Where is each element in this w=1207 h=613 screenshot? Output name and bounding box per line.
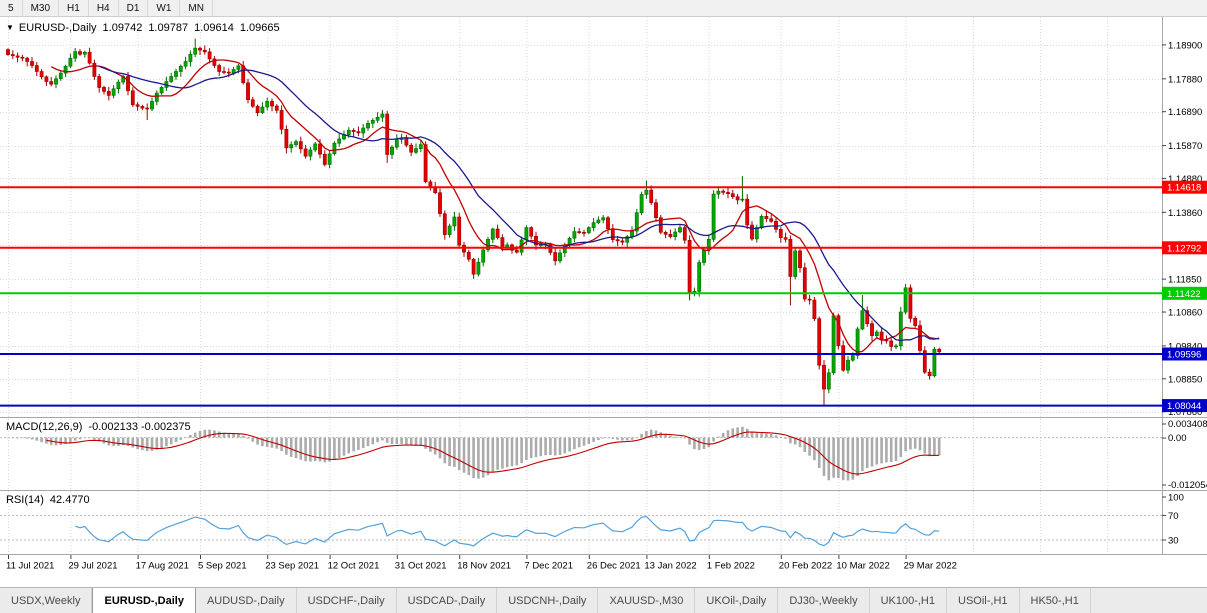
price-axis[interactable]: 1.18900 1.17880 1.16890 1.15870 1.14880 1.138… bbox=[1162, 40, 1207, 547]
macd-values: -0.002133 -0.002375 bbox=[88, 421, 191, 433]
rsi-value: 42.4770 bbox=[49, 494, 90, 506]
macd-indicator-title: MACD(12,26,9) -0.002133 -0.002375 bbox=[6, 421, 191, 433]
price-axis-label: 1.16890 bbox=[1168, 107, 1202, 118]
timeframe-button-mn[interactable]: MN bbox=[180, 0, 213, 16]
price-tag-label: 1.11422 bbox=[1167, 289, 1201, 300]
time-axis-label: 18 Nov 2021 bbox=[457, 561, 511, 572]
macd-axis-label: 0.00 bbox=[1168, 433, 1187, 444]
tab-dj30-weekly[interactable]: DJ30-,Weekly bbox=[778, 588, 870, 613]
timeframe-button-h1[interactable]: H1 bbox=[59, 0, 89, 16]
tab-eurusd-daily[interactable]: EURUSD-,Daily bbox=[92, 588, 196, 613]
price-tag bbox=[1162, 180, 1207, 194]
price-tag-label: 1.14618 bbox=[1167, 183, 1201, 194]
tab-uk100-h1[interactable]: UK100-,H1 bbox=[870, 588, 947, 613]
time-axis-label: 5 Sep 2021 bbox=[198, 561, 247, 572]
macd-axis-label: 0.003408 bbox=[1168, 419, 1207, 430]
time-axis-label: 7 Dec 2021 bbox=[524, 561, 573, 572]
tab-usdchf-daily[interactable]: USDCHF-,Daily bbox=[297, 588, 397, 613]
rsi-indicator-title: RSI(14) 42.4770 bbox=[6, 494, 90, 506]
ma-slow-line bbox=[98, 65, 940, 342]
time-axis-label: 11 Jul 2021 bbox=[6, 561, 54, 572]
ohlc-open: 1.09742 bbox=[102, 22, 143, 34]
price-axis-label: 1.17880 bbox=[1168, 74, 1202, 85]
tab-usdcnh-daily[interactable]: USDCNH-,Daily bbox=[497, 588, 599, 613]
timeframe-button-5[interactable]: 5 bbox=[0, 0, 23, 16]
macd-signal-line bbox=[46, 431, 940, 475]
price-tag-label: 1.12792 bbox=[1167, 243, 1201, 254]
rsi-axis-label: 70 bbox=[1168, 511, 1179, 522]
price-tag bbox=[1162, 399, 1207, 413]
price-tag bbox=[1162, 347, 1207, 361]
tab-ukoil-daily[interactable]: UKOil-,Daily bbox=[695, 588, 779, 613]
rsi-axis-label: 100 bbox=[1168, 493, 1184, 504]
ohlc-low: 1.09614 bbox=[194, 22, 234, 34]
timeframe-button-d1[interactable]: D1 bbox=[119, 0, 149, 16]
macd-label: MACD(12,26,9) bbox=[6, 421, 83, 433]
macd-axis-label: -0.012054 bbox=[1168, 480, 1207, 491]
timeframe-button-h4[interactable]: H4 bbox=[89, 0, 119, 16]
timeframe-toolbar: 5 M30 H1 H4 D1 W1 MN bbox=[0, 0, 1207, 17]
time-axis-label: 26 Dec 2021 bbox=[587, 561, 641, 572]
price-tag-label: 1.08044 bbox=[1167, 401, 1201, 412]
price-axis-label: 1.07860 bbox=[1168, 407, 1202, 418]
price-tag bbox=[1162, 286, 1207, 300]
ma-fast-line bbox=[50, 59, 940, 353]
price-levels bbox=[0, 186, 1162, 407]
timeframe-button-w1[interactable]: W1 bbox=[148, 0, 181, 16]
tab-usdx-weekly[interactable]: USDX,Weekly bbox=[0, 588, 93, 613]
tab-hk50-h1[interactable]: HK50-,H1 bbox=[1020, 588, 1091, 613]
price-tag bbox=[1162, 241, 1207, 255]
price-axis-label: 1.11850 bbox=[1168, 275, 1202, 286]
price-axis-label: 1.09840 bbox=[1168, 341, 1202, 352]
time-axis-label: 29 Mar 2022 bbox=[904, 561, 957, 572]
time-axis-label: 23 Sep 2021 bbox=[265, 561, 319, 572]
time-axis-label: 13 Jan 2022 bbox=[644, 561, 696, 572]
ohlc-high: 1.09787 bbox=[148, 22, 189, 34]
rsi-axis-label: 30 bbox=[1168, 536, 1179, 547]
tab-usdcad-daily[interactable]: USDCAD-,Daily bbox=[397, 588, 498, 613]
chart-title: ▼ EURUSD-,Daily 1.09742 1.09787 1.09614 1.096… bbox=[6, 22, 280, 34]
time-axis-label: 31 Oct 2021 bbox=[395, 561, 447, 572]
tab-audusd-daily[interactable]: AUDUSD-,Daily bbox=[196, 588, 297, 613]
time-axis-label: 29 Jul 2021 bbox=[68, 561, 117, 572]
rsi-line bbox=[75, 515, 940, 547]
time-axis[interactable]: 11 Jul 2021 29 Jul 2021 17 Aug 2021 5 Sep 2… bbox=[6, 555, 957, 572]
timeframe-button-m30[interactable]: M30 bbox=[23, 0, 60, 16]
tab-usoil-h1[interactable]: USOil-,H1 bbox=[947, 588, 1020, 613]
price-axis-label: 1.18900 bbox=[1168, 40, 1202, 51]
chart-dropdown-icon[interactable]: ▼ bbox=[6, 23, 14, 32]
chart-tab-bar: USDX,Weekly EURUSD-,Daily AUDUSD-,Daily USD… bbox=[0, 587, 1207, 613]
time-axis-label: 20 Feb 2022 bbox=[779, 561, 832, 572]
chart-background bbox=[0, 17, 1207, 587]
rsi-label: RSI(14) bbox=[6, 494, 44, 506]
price-axis-label: 1.13860 bbox=[1168, 208, 1202, 219]
ohlc-close: 1.09665 bbox=[239, 22, 280, 34]
chart-symbol-label: EURUSD-,Daily bbox=[18, 22, 97, 34]
time-axis-label: 10 Mar 2022 bbox=[836, 561, 889, 572]
chart-canvas[interactable]: 1.18900 1.17880 1.16890 1.15870 1.14880 1.138… bbox=[0, 17, 1207, 587]
price-axis-label: 1.14880 bbox=[1168, 174, 1202, 185]
price-axis-label: 1.15870 bbox=[1168, 141, 1202, 152]
price-axis-label: 1.10860 bbox=[1168, 308, 1202, 319]
price-axis-label: 1.08850 bbox=[1168, 374, 1202, 385]
time-axis-label: 12 Oct 2021 bbox=[328, 561, 380, 572]
time-axis-label: 1 Feb 2022 bbox=[707, 561, 755, 572]
chart-area: 1.18900 1.17880 1.16890 1.15870 1.14880 1.138… bbox=[0, 17, 1207, 587]
price-tag-label: 1.09596 bbox=[1167, 350, 1201, 361]
time-axis-label: 17 Aug 2021 bbox=[136, 561, 189, 572]
tab-xauusd-m30[interactable]: XAUUSD-,M30 bbox=[598, 588, 696, 613]
